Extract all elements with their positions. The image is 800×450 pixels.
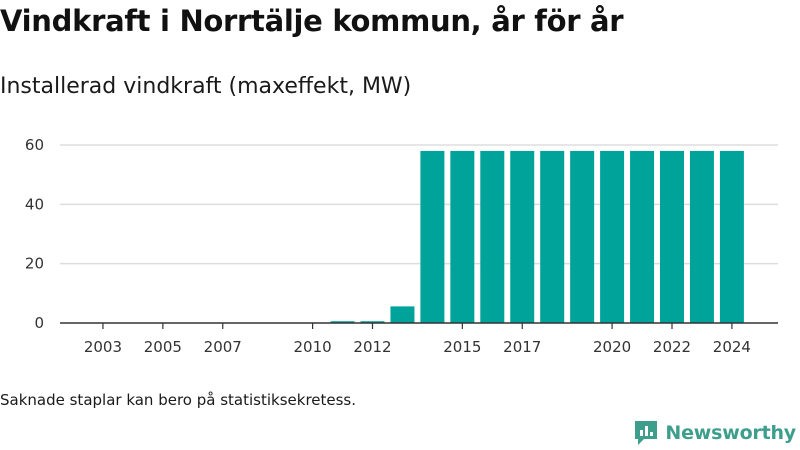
bar-2023 xyxy=(689,150,714,323)
footnote: Saknade staplar kan bero på statistiksek… xyxy=(0,391,357,409)
x-tick-label-2017: 2017 xyxy=(503,338,541,356)
x-tick-label-2012: 2012 xyxy=(353,338,391,356)
x-tick-label-2020: 2020 xyxy=(593,338,631,356)
bar-2017 xyxy=(510,150,535,323)
y-tick-label-20: 20 xyxy=(25,255,44,273)
x-tick-label-2007: 2007 xyxy=(204,338,242,356)
bar-2016 xyxy=(480,150,505,323)
newsworthy-logo: Newsworthy xyxy=(633,419,796,447)
x-tick-label-2015: 2015 xyxy=(443,338,481,356)
newsworthy-logo-icon xyxy=(635,421,658,445)
bar-2024 xyxy=(719,150,744,323)
bar-chart: 0 20 40 60 2003 2005 2007 2010 2012 2015 2017 2020… xyxy=(25,136,778,356)
chart-title: Vindkraft i Norrtälje kommun, år för år xyxy=(0,4,624,38)
y-tick-label-40: 40 xyxy=(25,195,44,213)
x-tick-label-2024: 2024 xyxy=(713,338,751,356)
gridlines xyxy=(60,144,778,265)
bar-2020 xyxy=(600,150,625,323)
bars xyxy=(330,150,744,323)
bar-2022 xyxy=(660,150,684,323)
y-axis-labels: 0 20 40 60 xyxy=(25,136,44,332)
bar-2019 xyxy=(570,150,595,323)
bar-2013 xyxy=(390,306,415,323)
x-tick-label-2005: 2005 xyxy=(144,338,182,356)
chart-subtitle: Installerad vindkraft (maxeffekt, MW) xyxy=(0,74,412,99)
newsworthy-logo-text: Newsworthy xyxy=(665,422,796,444)
bar-2012 xyxy=(360,321,385,323)
x-tick-label-2003: 2003 xyxy=(84,338,122,356)
x-axis-labels: 2003 2005 2007 2010 2012 2015 2017 2020 2022 2024 xyxy=(84,338,751,356)
bar-2014 xyxy=(420,150,445,323)
x-tick-label-2022: 2022 xyxy=(653,338,691,356)
bar-2011 xyxy=(330,321,355,323)
y-tick-label-60: 60 xyxy=(25,136,44,154)
x-axis xyxy=(60,322,778,329)
x-tick-label-2010: 2010 xyxy=(294,338,332,356)
y-tick-label-0: 0 xyxy=(34,314,44,332)
bar-2021 xyxy=(630,150,655,323)
bar-2015 xyxy=(450,150,475,323)
bar-2018 xyxy=(540,150,565,323)
